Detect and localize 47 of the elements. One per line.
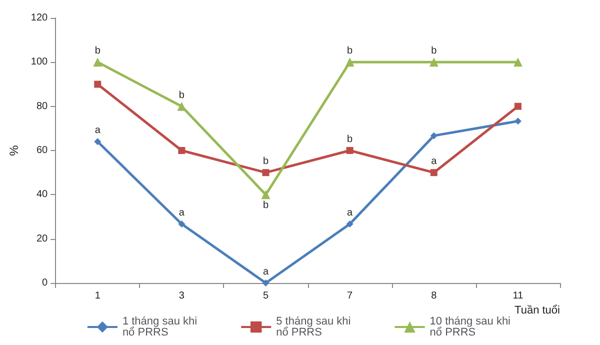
point (513, 58, 522, 67)
legend-label: 5 tháng sau khi nổ PRRS (276, 316, 354, 338)
point (262, 280, 270, 286)
annotation: a (431, 156, 438, 168)
y-tick-label: 80 (36, 100, 48, 112)
x-tick-label: 7 (347, 290, 354, 302)
y-tick-label: 100 (30, 56, 48, 68)
y-tick-label: 20 (36, 233, 48, 244)
annotation: b (262, 156, 269, 168)
point (514, 102, 522, 110)
annotation: b (431, 46, 438, 57)
point (262, 169, 270, 176)
x-tick-label: 3 (178, 290, 185, 302)
point (94, 80, 102, 88)
y-tick-label: 120 (30, 12, 48, 24)
annotation: b (347, 46, 354, 57)
annotation: a (94, 125, 101, 136)
x-tick-label: 11 (512, 290, 524, 302)
x-tick-label: 5 (262, 290, 269, 302)
point (346, 220, 354, 228)
y-tick-label: 40 (36, 189, 48, 200)
legend-label: 1 tháng sau khi nổ PRRS (122, 316, 200, 338)
annotation: a (347, 208, 354, 219)
legend-label: 10 tháng sau khi nổ PRRS (430, 316, 514, 338)
y-tick-label: 60 (36, 145, 48, 156)
annotation: b (347, 134, 354, 145)
point (514, 118, 522, 125)
point (430, 169, 438, 176)
point (346, 147, 354, 154)
annotation: b (178, 90, 185, 101)
y-tick-label: 0 (42, 278, 48, 288)
annotation: a (262, 266, 269, 278)
point (345, 58, 354, 67)
point (261, 190, 270, 200)
point (93, 58, 102, 67)
annotation: a (178, 208, 185, 219)
point (429, 58, 438, 67)
x-tick-label: 1 (94, 290, 101, 302)
x-tick-label: 8 (431, 290, 438, 302)
annotation: b (262, 200, 269, 212)
point (178, 147, 186, 154)
annotation: b (94, 46, 101, 57)
point (430, 132, 438, 140)
y-axis-title: % (7, 144, 21, 156)
point (94, 138, 102, 146)
point (178, 220, 186, 228)
x-axis-title: Tuần tuổi (514, 304, 560, 316)
